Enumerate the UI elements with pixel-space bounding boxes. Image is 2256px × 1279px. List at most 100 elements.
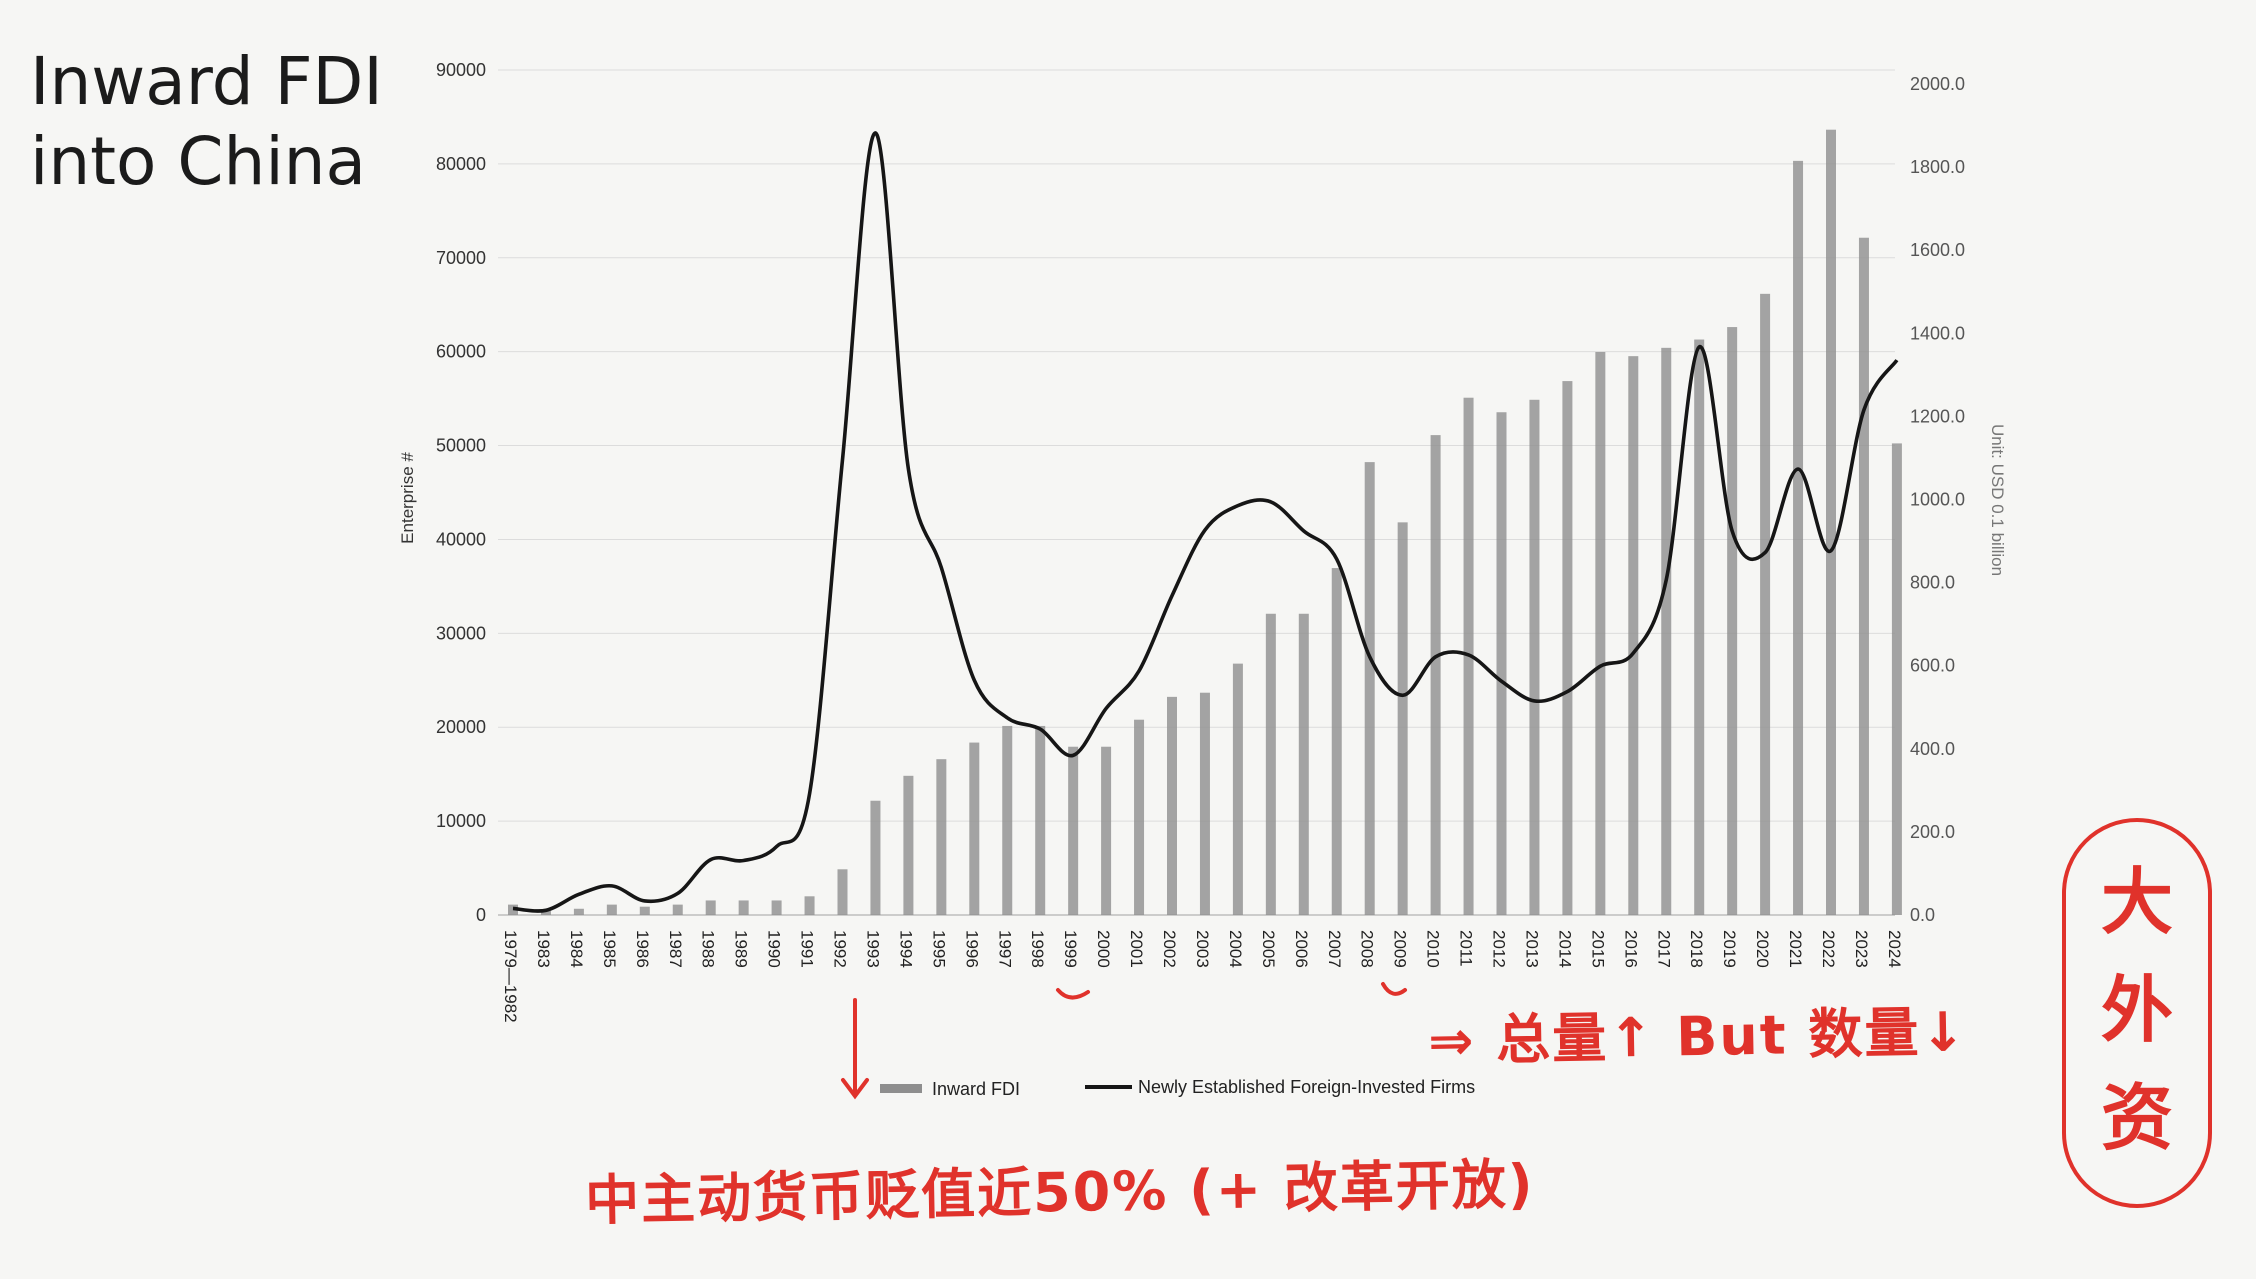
fdi-bar bbox=[1232, 663, 1243, 915]
slide-title: Inward FDI into China bbox=[30, 42, 383, 202]
legend-label-new-firms: Newly Established Foreign-Invested Firms bbox=[1138, 1077, 1475, 1097]
fdi-bar bbox=[1793, 160, 1804, 915]
x-tick-label: 2010 bbox=[1424, 930, 1443, 968]
fdi-bar bbox=[1068, 746, 1079, 915]
x-tick-label: 2012 bbox=[1490, 930, 1509, 968]
handwritten-note-devaluation: 中主动货币贬值近50% (+ 改革开放) bbox=[584, 1152, 1536, 1233]
slide-title-line-1: Inward FDI bbox=[30, 43, 383, 120]
left-tick-label: 40000 bbox=[436, 529, 486, 549]
fdi-bar bbox=[1694, 339, 1705, 916]
fdi-bar bbox=[1858, 237, 1869, 916]
bars-layer bbox=[508, 129, 1902, 916]
handwritten-note-total-vs-count: ⇒ 总量↑ But 数量↓ bbox=[1427, 1000, 1969, 1073]
x-tick-label: 2005 bbox=[1259, 930, 1278, 968]
x-tick-label: 1998 bbox=[1028, 930, 1047, 968]
left-tick-label: 30000 bbox=[436, 623, 486, 643]
fdi-bar bbox=[1298, 613, 1309, 915]
fdi-bar bbox=[903, 775, 914, 915]
fdi-bar bbox=[1101, 746, 1112, 915]
legend-swatch-inward-fdi bbox=[880, 1084, 922, 1093]
x-tick-label: 2008 bbox=[1358, 930, 1377, 968]
fdi-bar bbox=[1891, 443, 1902, 915]
fdi-bar bbox=[1661, 347, 1672, 915]
fdi-bar bbox=[1562, 381, 1573, 915]
right-tick-label: 1800.0 bbox=[1910, 157, 1965, 177]
right-tick-label: 1200.0 bbox=[1910, 406, 1965, 426]
left-tick-label: 90000 bbox=[436, 60, 486, 80]
slide-title-line-2: into China bbox=[30, 123, 366, 200]
x-tick-label: 2007 bbox=[1325, 930, 1344, 968]
x-tick-label: 1992 bbox=[831, 930, 850, 968]
fdi-bar bbox=[606, 904, 617, 915]
left-tick-label: 10000 bbox=[436, 811, 486, 831]
fdi-bar bbox=[1265, 613, 1276, 915]
left-tick-label: 20000 bbox=[436, 717, 486, 737]
fdi-bar bbox=[1134, 719, 1145, 915]
fdi-bar bbox=[969, 742, 980, 915]
fdi-bar bbox=[804, 896, 815, 915]
grid-layer bbox=[498, 69, 1895, 916]
fdi-bar bbox=[1496, 412, 1507, 915]
handwritten-note-big-foreign-capital: 大外资 bbox=[2100, 860, 2173, 1160]
x-tick-label: 2016 bbox=[1621, 930, 1640, 968]
fdi-bar bbox=[837, 869, 848, 915]
fdi-bar bbox=[870, 800, 881, 915]
right-tick-label: 600.0 bbox=[1910, 656, 1955, 676]
x-tick-label: 1997 bbox=[995, 930, 1014, 968]
left-tick-label: 70000 bbox=[436, 248, 486, 268]
right-tick-label: 200.0 bbox=[1910, 822, 1955, 842]
left-tick-label: 50000 bbox=[436, 436, 486, 456]
x-tick-label: 2014 bbox=[1555, 930, 1574, 968]
left-axis-ticks: 0 10000 20000 30000 40000 50000 60000 70000 8000… bbox=[436, 60, 486, 925]
x-tick-label: 1989 bbox=[732, 930, 751, 968]
fdi-bar bbox=[1002, 725, 1013, 915]
x-tick-label: 1988 bbox=[699, 930, 718, 968]
x-tick-label: 2015 bbox=[1588, 930, 1607, 968]
x-tick-label: 2017 bbox=[1654, 930, 1673, 968]
x-tick-label: 1991 bbox=[798, 930, 817, 968]
x-tick-label: 1995 bbox=[929, 930, 948, 968]
x-tick-label: 2006 bbox=[1292, 930, 1311, 968]
fdi-bar bbox=[1167, 696, 1177, 915]
x-tick-label: 1984 bbox=[567, 930, 586, 968]
fdi-bar bbox=[1628, 356, 1639, 916]
fdi-bar bbox=[1595, 351, 1606, 915]
legend-label-inward-fdi: Inward FDI bbox=[932, 1079, 1020, 1099]
x-tick-label: 1985 bbox=[600, 930, 619, 968]
left-axis-label: Enterprise # bbox=[398, 452, 417, 544]
x-tick-label: 2021 bbox=[1786, 930, 1805, 968]
fdi-bar bbox=[771, 900, 782, 915]
x-tick-label: 1983 bbox=[534, 930, 553, 968]
x-tick-label: 1986 bbox=[633, 930, 652, 968]
fdi-bar bbox=[1199, 692, 1210, 915]
right-tick-label: 800.0 bbox=[1910, 573, 1955, 593]
x-tick-label: 2024 bbox=[1885, 930, 1904, 968]
x-tick-label: 2022 bbox=[1819, 930, 1838, 968]
fdi-bar bbox=[1364, 462, 1375, 915]
right-tick-label: 2000.0 bbox=[1910, 74, 1965, 94]
handwritten-circle bbox=[2062, 818, 2212, 1208]
x-tick-label: 2023 bbox=[1852, 930, 1871, 968]
x-tick-label: 1990 bbox=[765, 930, 784, 968]
right-axis-ticks: 0.0 200.0 400.0 600.0 800.0 1000.0 1200.0 1400.… bbox=[1910, 74, 1965, 925]
arrow-1993-head bbox=[841, 1078, 869, 1100]
x-tick-label: 2013 bbox=[1522, 930, 1541, 968]
fdi-bar bbox=[1727, 327, 1738, 915]
x-axis-ticks: 1979—1982 1983 1984 1985 1986 1987 1988 1989 199… bbox=[501, 930, 1904, 1023]
x-tick-label: 2009 bbox=[1391, 930, 1410, 968]
x-tick-label: 1994 bbox=[896, 930, 915, 968]
right-axis-label: Unit: USD 0.1 billion bbox=[1988, 424, 2007, 576]
x-tick-label: 1996 bbox=[962, 930, 981, 968]
x-tick-label: 2019 bbox=[1720, 930, 1739, 968]
x-tick-label: 2020 bbox=[1753, 930, 1772, 968]
x-tick-label: 2001 bbox=[1127, 930, 1146, 968]
check-mark-2009 bbox=[1381, 982, 1407, 996]
right-tick-label: 1600.0 bbox=[1910, 240, 1965, 260]
left-tick-label: 60000 bbox=[436, 342, 486, 362]
line-layer bbox=[512, 131, 1899, 913]
fdi-bar bbox=[1826, 129, 1836, 915]
x-tick-label: 2003 bbox=[1193, 930, 1212, 968]
x-tick-label: 1993 bbox=[863, 930, 882, 968]
fdi-bar bbox=[540, 910, 551, 915]
left-tick-label: 0 bbox=[476, 905, 486, 925]
